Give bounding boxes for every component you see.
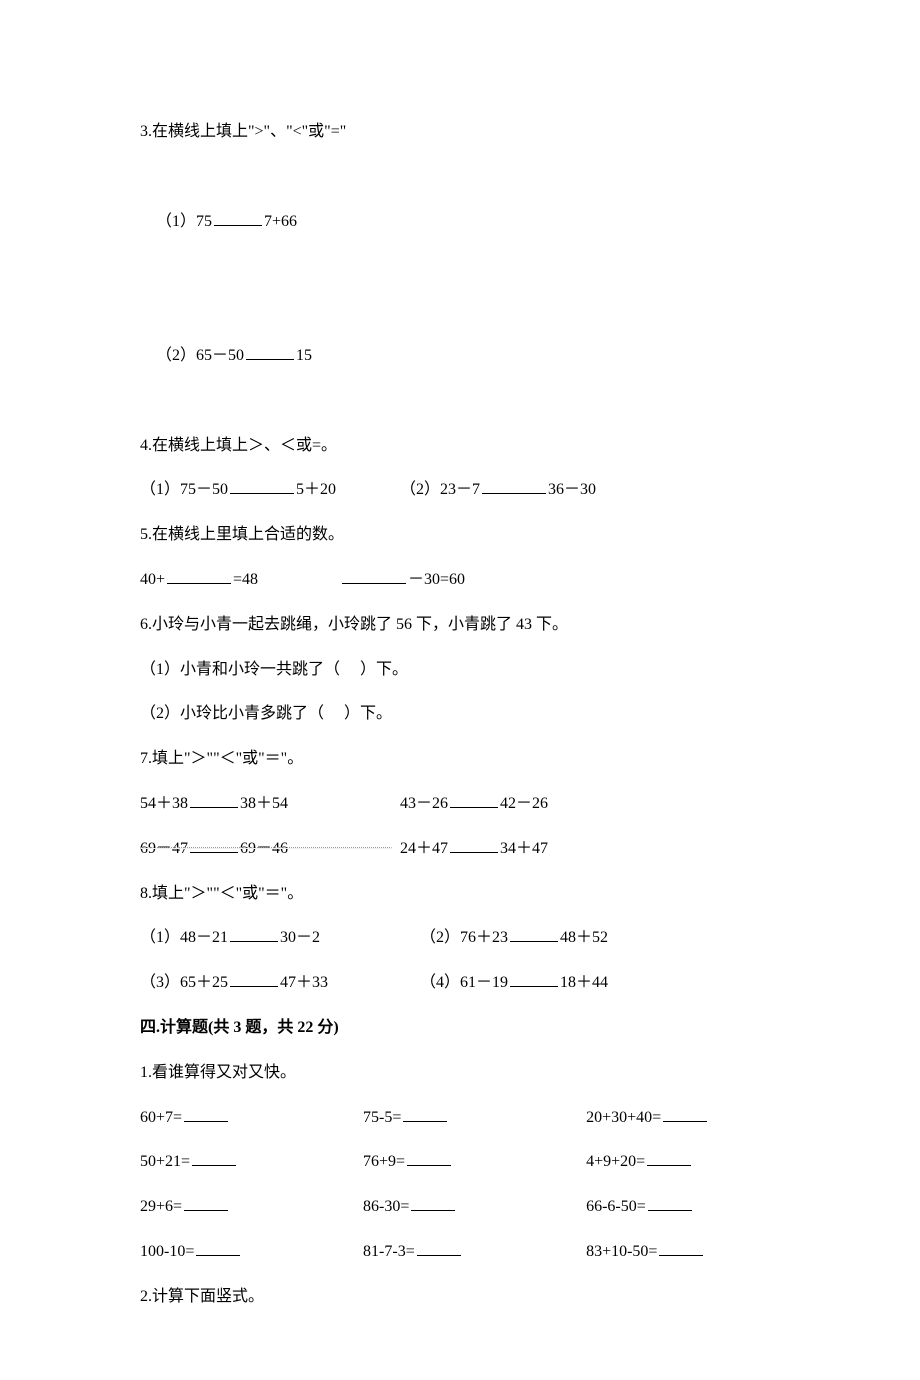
q5-2-suffix: －30=60 <box>408 571 465 588</box>
q8-title: 8.填上"＞""＜"或"＝"。 <box>140 872 780 917</box>
fill-blank[interactable] <box>190 793 238 808</box>
fill-blank[interactable] <box>403 1106 447 1121</box>
q3-2-suffix: 15 <box>296 347 312 364</box>
fill-blank[interactable] <box>230 927 278 942</box>
section4-heading: 四.计算题(共 3 题，共 22 分) <box>140 1006 780 1051</box>
q7-1b-prefix: 43－26 <box>400 795 448 812</box>
q7-title: 7.填上"＞""＜"或"＝"。 <box>140 737 780 782</box>
s4-q2-title: 2.计算下面竖式。 <box>140 1275 780 1320</box>
s4-q1-row-2: 50+21= 76+9= 4+9+20= <box>140 1140 780 1185</box>
q4-2-prefix: （2）23－7 <box>400 481 480 498</box>
fill-blank[interactable] <box>450 793 498 808</box>
calc-cell: 29+6= <box>140 1198 182 1215</box>
q8-3-suffix: 47＋33 <box>280 974 328 991</box>
calc-cell: 100-10= <box>140 1243 194 1260</box>
q3-line-2: （2）65－50 15 <box>140 289 780 423</box>
q4-row: （1）75－50 5＋20 （2）23－7 36－30 <box>140 468 780 513</box>
fill-blank[interactable] <box>214 210 262 225</box>
q3-line-1: （1）75 7+66 <box>140 155 780 289</box>
calc-cell: 86-30= <box>363 1198 409 1215</box>
q7-1a-prefix: 54＋38 <box>140 795 188 812</box>
fill-blank[interactable] <box>184 1106 228 1121</box>
fill-blank[interactable] <box>659 1241 703 1256</box>
calc-cell: 83+10-50= <box>586 1243 657 1260</box>
s4-q1-title: 1.看谁算得又对又快。 <box>140 1051 780 1096</box>
q3-1-prefix: （1）75 <box>156 213 212 230</box>
q6-title: 6.小玲与小青一起去跳绳，小玲跳了 56 下，小青跳了 43 下。 <box>140 603 780 648</box>
fill-blank[interactable] <box>190 837 238 852</box>
q8-2-prefix: （2）76＋23 <box>420 929 508 946</box>
fill-blank[interactable] <box>647 1151 691 1166</box>
s4-q1-row-3: 29+6= 86-30= 66-6-50= <box>140 1185 780 1230</box>
fill-blank[interactable] <box>510 972 558 987</box>
q4-title: 4.在横线上填上＞、＜或=。 <box>140 424 780 469</box>
q6-line-2: （2）小玲比小青多跳了（ ）下。 <box>140 692 780 737</box>
calc-cell: 76+9= <box>363 1153 405 1170</box>
fill-blank[interactable] <box>663 1106 707 1121</box>
q7-1a-suffix: 38＋54 <box>240 795 288 812</box>
q8-row-2: （3）65＋25 47＋33 （4）61－19 18＋44 <box>140 961 780 1006</box>
q7-row-1: 54＋38 38＋54 43－26 42－26 <box>140 782 780 827</box>
fill-blank[interactable] <box>167 569 231 584</box>
q8-2-suffix: 48＋52 <box>560 929 608 946</box>
q4-2-suffix: 36－30 <box>548 481 596 498</box>
s4-q1-row-1: 60+7= 75-5= 20+30+40= <box>140 1096 780 1141</box>
q3-1-suffix: 7+66 <box>264 213 297 230</box>
fill-blank[interactable] <box>411 1196 455 1211</box>
q5-1-suffix: =48 <box>233 571 258 588</box>
page-dashed-rule <box>140 847 392 849</box>
worksheet-page: 3.在横线上填上">"、"<"或"=" （1）75 7+66 （2）65－50 15… <box>0 0 920 1380</box>
q8-1-prefix: （1）48－21 <box>140 929 228 946</box>
q5-1-prefix: 40+ <box>140 571 165 588</box>
fill-blank[interactable] <box>192 1151 236 1166</box>
fill-blank[interactable] <box>482 479 546 494</box>
calc-cell: 60+7= <box>140 1109 182 1126</box>
q7-1b-suffix: 42－26 <box>500 795 548 812</box>
fill-blank[interactable] <box>648 1196 692 1211</box>
calc-cell: 81-7-3= <box>363 1243 415 1260</box>
fill-blank[interactable] <box>510 927 558 942</box>
fill-blank[interactable] <box>230 972 278 987</box>
calc-cell: 66-6-50= <box>586 1198 646 1215</box>
s4-q1-row-4: 100-10= 81-7-3= 83+10-50= <box>140 1230 780 1275</box>
q7-row-2: 69－4769－46 24＋4734＋47 <box>140 827 780 872</box>
q8-4-prefix: （4）61－19 <box>420 974 508 991</box>
q8-4-suffix: 18＋44 <box>560 974 608 991</box>
q3-2-prefix: （2）65－50 <box>156 347 244 364</box>
fill-blank[interactable] <box>230 479 294 494</box>
fill-blank[interactable] <box>184 1196 228 1211</box>
fill-blank[interactable] <box>342 569 406 584</box>
q8-1-suffix: 30－2 <box>280 929 320 946</box>
q4-1-prefix: （1）75－50 <box>140 481 228 498</box>
calc-cell: 20+30+40= <box>586 1109 661 1126</box>
calc-cell: 4+9+20= <box>586 1153 645 1170</box>
fill-blank[interactable] <box>450 837 498 852</box>
q5-title: 5.在横线上里填上合适的数。 <box>140 513 780 558</box>
q5-row: 40+ =48 －30=60 <box>140 558 780 603</box>
q8-row-1: （1）48－21 30－2 （2）76＋23 48＋52 <box>140 916 780 961</box>
q8-3-prefix: （3）65＋25 <box>140 974 228 991</box>
fill-blank[interactable] <box>196 1241 240 1256</box>
q6-line-1: （1）小青和小玲一共跳了（ ）下。 <box>140 648 780 693</box>
q4-1-suffix: 5＋20 <box>296 481 336 498</box>
fill-blank[interactable] <box>407 1151 451 1166</box>
q3-title: 3.在横线上填上">"、"<"或"=" <box>140 110 780 155</box>
calc-cell: 50+21= <box>140 1153 190 1170</box>
q7-2b-suffix: 34＋47 <box>500 840 548 857</box>
q7-2b-prefix: 24＋47 <box>400 840 448 857</box>
fill-blank[interactable] <box>246 345 294 360</box>
calc-cell: 75-5= <box>363 1109 401 1126</box>
fill-blank[interactable] <box>417 1241 461 1256</box>
